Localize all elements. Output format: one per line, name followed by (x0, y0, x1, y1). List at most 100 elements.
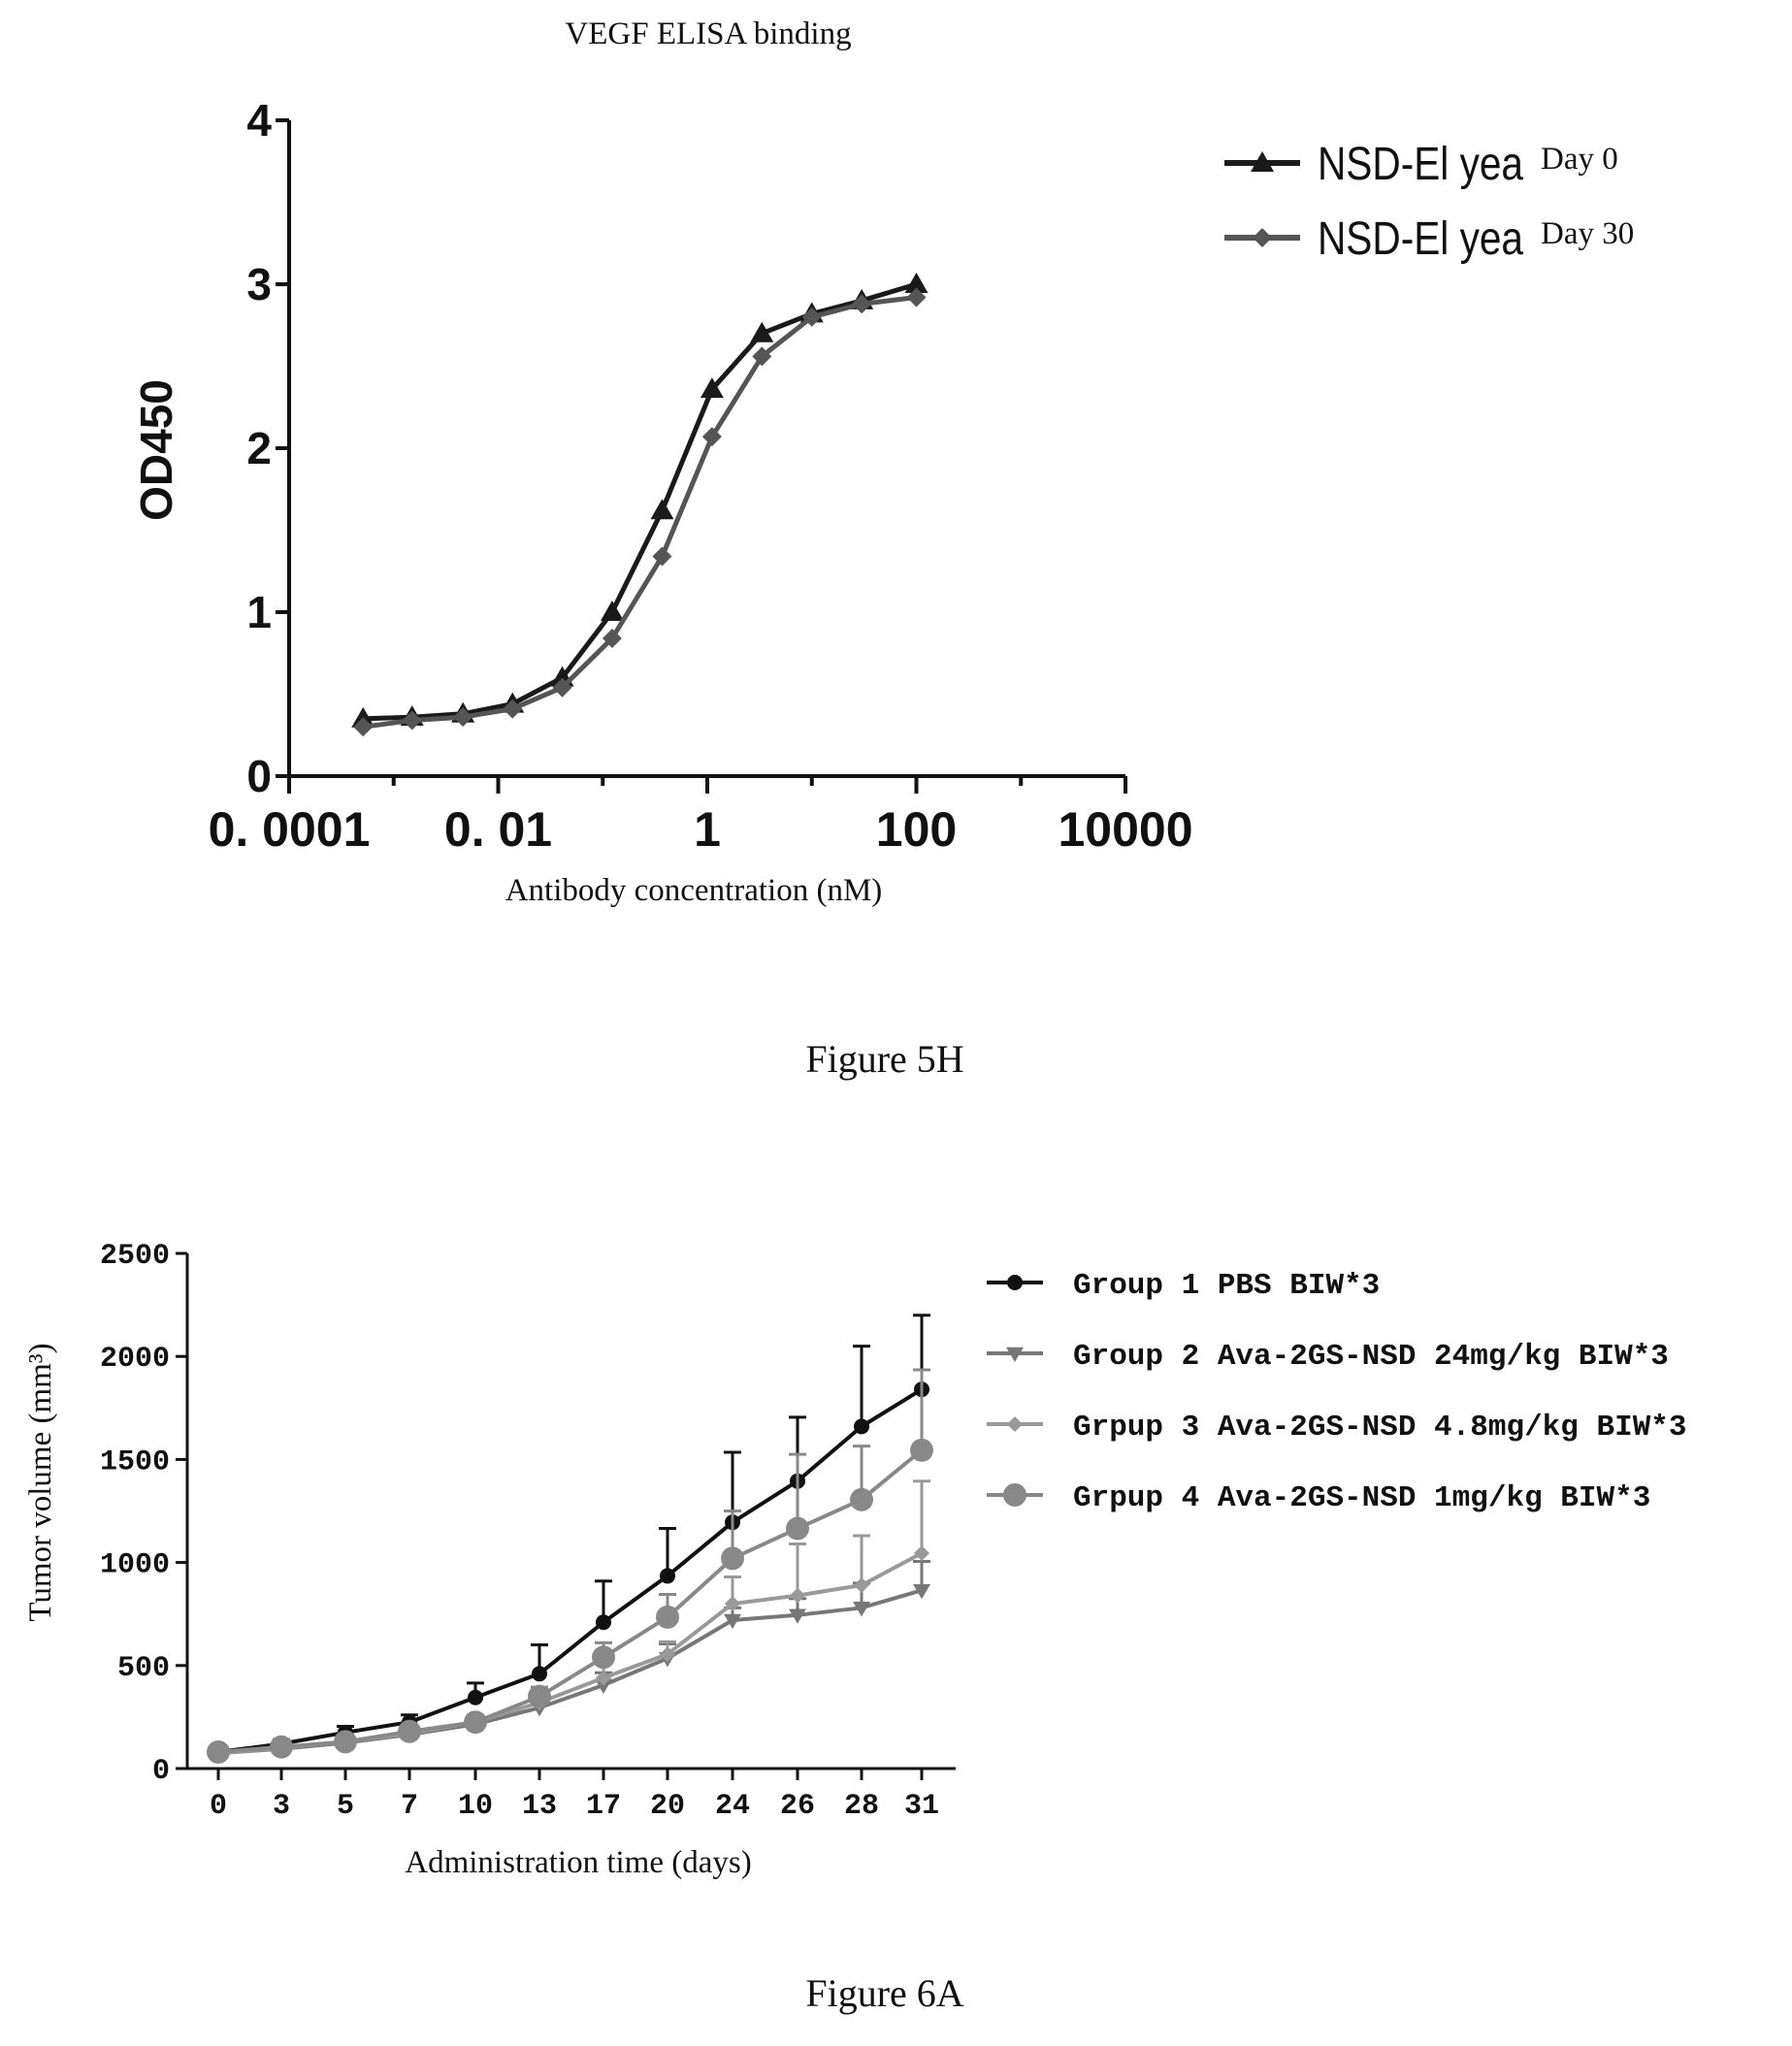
chart-6a-x-tick-label: 20 (650, 1790, 685, 1823)
chart-5h-series-2-point (752, 346, 772, 367)
chart-6a-series-2-point (724, 1613, 741, 1630)
chart-6a-series-3-point (725, 1596, 740, 1612)
chart-5h-series (351, 273, 929, 737)
chart-5h-series-2-point (852, 294, 872, 314)
chart-6a-series-1-point (596, 1614, 611, 1631)
chart-6a-series-4-point (464, 1710, 487, 1735)
chart-6a-series-4-point (786, 1516, 809, 1541)
chart-6a-series-3-point (596, 1670, 611, 1686)
chart-6a-y-tick-label: 500 (117, 1652, 170, 1685)
chart-6a-x-tick-label: 24 (715, 1790, 750, 1823)
chart-5h-series-2-point (602, 629, 622, 649)
chart-5h-series-2-point (552, 677, 572, 698)
chart-5h-series-2-point (402, 710, 422, 731)
chart-5h-series-2-point (503, 698, 523, 719)
chart-6a-legend: Group 1 PBS BIW*3 Group 2 Ava-2GS-NSD 24m… (987, 1269, 1687, 1515)
chart-5h-x-tick-label: 1 (694, 802, 721, 857)
chart-6a-x-tick-label: 5 (337, 1790, 354, 1823)
chart-6a-series-4-point (334, 1730, 357, 1754)
chart-6a-series-4-point (207, 1740, 230, 1765)
chart-5h-legend-label-1: NSD-El yea (1318, 139, 1523, 190)
chart-6a-series-line-1 (217, 1387, 924, 1754)
chart-5h-series-2-point (906, 287, 927, 308)
chart-6a-series-4-point (910, 1438, 933, 1462)
chart-5h-series-line-2 (362, 295, 917, 730)
chart-6a-series-2-point (913, 1583, 930, 1600)
chart-6a-x-tick-label: 13 (522, 1790, 557, 1823)
chart-6a-series-4-point (398, 1719, 421, 1743)
chart-5h-title: VEGF ELISA binding (565, 16, 851, 51)
chart-5h-x-axis-label: Antibody concentration (nM) (505, 873, 883, 908)
chart-6a-series-2-point (853, 1602, 870, 1617)
chart-6a-x-tick-label: 31 (904, 1790, 939, 1823)
chart-6a-series-1-point (468, 1689, 483, 1705)
chart-5h-series-1-point (750, 321, 774, 342)
chart-6a-series-3-point (914, 1545, 929, 1562)
chart-5h-y-tick-label: 3 (246, 259, 272, 309)
chart-5h-legend-marker-1 (1251, 151, 1274, 172)
chart-5h-series-line-1 (363, 281, 918, 722)
chart-6a-y-tick-label: 1500 (100, 1445, 170, 1478)
chart-5h-y-tick-label: 1 (246, 587, 272, 637)
chart-6a-series-3-point (854, 1576, 869, 1593)
chart-6a-series-line-2 (217, 1588, 923, 1756)
chart-6a-x-tick-label: 17 (586, 1790, 621, 1823)
chart-5h-legend-marker-2 (1253, 228, 1272, 247)
chart-5h-series-1-point (904, 273, 929, 293)
chart-6a-series-4-point (850, 1487, 873, 1511)
chart-5h-y-tick-label: 2 (246, 423, 272, 473)
chart-5h-series-2-point (801, 307, 822, 327)
chart-6a-series-4-point (721, 1546, 744, 1571)
chart-5h-legend-suffix-2: Day 30 (1541, 216, 1634, 251)
chart-6a-legend-label-1: Group 1 PBS BIW*3 (1073, 1269, 1380, 1303)
chart-6a-series-2-point (595, 1678, 612, 1694)
chart-6a-series-4-point (656, 1605, 679, 1629)
chart-5h-y-tick-label: 0 (246, 751, 272, 801)
chart-6a-x-tick-label: 28 (844, 1790, 879, 1823)
chart-6a-x-tick-label: 10 (458, 1790, 493, 1823)
chart-6a-y-tick-label: 2000 (100, 1343, 170, 1376)
chart-5h-series-1-point (650, 499, 674, 520)
chart-6a-series-3-point (660, 1646, 675, 1663)
chart-6a-series-1-point (532, 1666, 547, 1682)
chart-6a-series-3-point (790, 1587, 805, 1604)
chart-6a-x-tick-label: 0 (210, 1790, 227, 1823)
figure-5h-caption: Figure 5H (805, 1037, 963, 1081)
chart-5h-y-tick-label: 4 (246, 95, 272, 146)
chart-5h-axes: 0 1 2 3 4 0. 0001 0. 01 1 100 10000 (209, 95, 1193, 857)
chart-5h-x-tick-label: 10000 (1058, 802, 1192, 857)
chart-5h-series-1-point (600, 601, 624, 621)
chart-6a-legend-label-2: Group 2 Ava-2GS-NSD 24mg/kg BIW*3 (1073, 1340, 1669, 1374)
chart-6a-legend-marker-3 (1007, 1416, 1023, 1432)
chart-6a-x-tick-label: 26 (780, 1790, 815, 1823)
chart-6a-x-tick-label: 7 (401, 1790, 418, 1823)
chart-6a-series-line-3 (217, 1551, 923, 1756)
chart-6a-legend-label-3: Grpup 3 Ava-2GS-NSD 4.8mg/kg BIW*3 (1073, 1411, 1687, 1445)
chart-6a-y-tick-label: 1000 (100, 1549, 170, 1582)
chart-6a-axes: 0 500 1000 1500 2000 2500 0 3 5 7 10 13 17 20 24 26 28 31 (100, 1240, 956, 1823)
chart-5h-series-1-point (700, 377, 724, 399)
chart-6a-series-1-point (854, 1418, 869, 1435)
chart-6a-legend-marker-4 (1003, 1483, 1026, 1507)
chart-6a-series-1-point (660, 1568, 675, 1584)
chart-6a: 0 500 1000 1500 2000 2500 0 3 5 7 10 13 17 20 24 26 28 31… (23, 1240, 1687, 2015)
chart-5h: VEGF ELISA binding 0 1 2 3 4 0. 0001 0. 01 1 100… (131, 16, 1634, 1081)
chart-5h-legend-suffix-1: Day 0 (1541, 142, 1618, 177)
chart-6a-x-tick-label: 3 (273, 1790, 290, 1823)
chart-6a-y-axis-label: Tumor volume (mm³) (23, 1343, 58, 1621)
chart-5h-series-2-point (353, 717, 374, 737)
chart-5h-legend-label-2: NSD-El yea (1318, 213, 1523, 265)
chart-5h-series-2-point (453, 707, 473, 728)
chart-6a-series-4-point (528, 1684, 551, 1708)
chart-5h-series-2-point (652, 546, 672, 567)
chart-6a-series-2-point (789, 1608, 806, 1624)
chart-6a-legend-marker-1 (1007, 1275, 1023, 1290)
chart-6a-x-axis-label: Administration time (days) (405, 1845, 751, 1880)
figure-6a-caption: Figure 6A (805, 1971, 963, 2015)
chart-6a-y-tick-label: 2500 (100, 1240, 170, 1273)
chart-5h-legend: NSD-El yea Day 0 NSD-El yea Day 30 (1224, 139, 1634, 265)
chart-6a-y-tick-label: 0 (152, 1755, 170, 1788)
chart-6a-series-4-point (270, 1735, 293, 1759)
chart-6a-legend-marker-2 (1006, 1347, 1024, 1362)
chart-6a-series (207, 1314, 933, 1765)
